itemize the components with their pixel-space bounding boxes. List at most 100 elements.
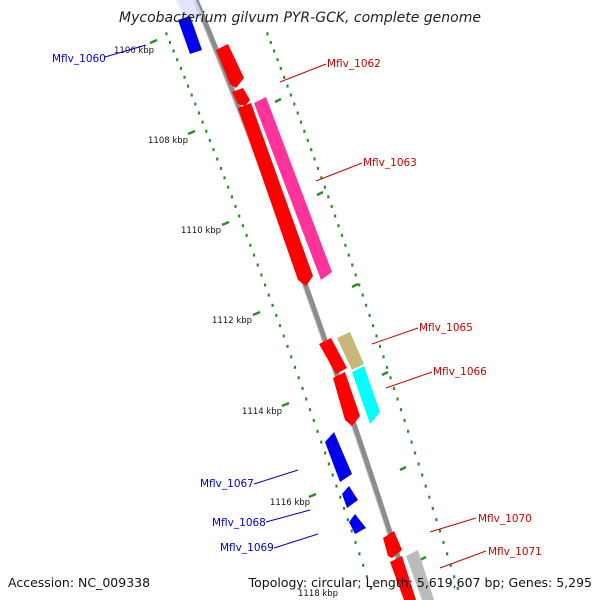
- scale-dot: [312, 418, 315, 422]
- scale-dot: [293, 102, 296, 106]
- scale-dot: [305, 397, 308, 401]
- scale-dot: [282, 334, 285, 338]
- tick-label-1108: 1108 kbp: [148, 136, 188, 146]
- scale-dot: [256, 263, 259, 267]
- scale-dot: [424, 484, 427, 488]
- scale-dot: [316, 429, 319, 433]
- gene-label-mflv-1065[interactable]: Mflv_1065: [419, 322, 473, 334]
- gene-label-mflv-1070[interactable]: Mflv_1070: [478, 513, 532, 525]
- scale-dot: [343, 506, 346, 510]
- gene-label-mflv-1062[interactable]: Mflv_1062: [327, 58, 381, 70]
- scale-dot: [299, 120, 303, 124]
- scale-dot: [238, 214, 241, 218]
- gene-label-mflv-1067[interactable]: Mflv_1067: [200, 478, 254, 490]
- scale-dot: [278, 324, 282, 328]
- scale-dot: [340, 233, 344, 237]
- tick-label-1110: 1110 kbp: [181, 226, 221, 236]
- scale-dot: [456, 586, 459, 590]
- gene-label-mflv-1068[interactable]: Mflv_1068: [212, 517, 266, 529]
- scale-dot: [358, 283, 361, 287]
- scale-dot: [264, 283, 267, 287]
- scale-dot: [286, 344, 289, 348]
- scale-dot: [324, 451, 327, 455]
- scale-dot: [219, 166, 222, 170]
- scale-dot: [187, 84, 190, 88]
- scale-dot: [403, 418, 406, 422]
- scale-dot: [372, 324, 375, 328]
- gene-mflv-1068[interactable]: [342, 486, 358, 508]
- scale-dot: [365, 303, 368, 307]
- scale-dot: [306, 138, 309, 142]
- scale-dot: [269, 40, 272, 44]
- scale-dot: [346, 518, 349, 522]
- scale-dot: [197, 111, 201, 115]
- scale-dot: [330, 204, 333, 208]
- gene-red-1064b[interactable]: [333, 372, 360, 426]
- gene-top-faded[interactable]: [176, 0, 204, 22]
- gene-label-mflv-1066[interactable]: Mflv_1066: [433, 366, 487, 378]
- gene-label-mflv-1060[interactable]: Mflv_1060: [52, 53, 106, 65]
- scale-dot: [369, 586, 372, 590]
- scale-dot: [378, 344, 382, 348]
- gene-red-1064[interactable]: [319, 338, 347, 374]
- left-major-ticks: [149, 38, 317, 499]
- scale-dot: [347, 253, 350, 257]
- scale-dot: [421, 473, 424, 477]
- scale-dot: [399, 408, 403, 412]
- scale-dot: [428, 495, 431, 499]
- scale-dot: [385, 365, 389, 369]
- scale-dot: [396, 397, 399, 401]
- gene-label-mflv-1063[interactable]: Mflv_1063: [363, 157, 417, 169]
- scale-dot: [358, 552, 361, 556]
- scale-dot: [271, 303, 274, 307]
- scale-dot: [245, 233, 248, 237]
- scale-dot: [205, 129, 208, 133]
- scale-dot: [320, 176, 323, 180]
- scale-dot: [368, 313, 371, 317]
- gene-red-long[interactable]: [238, 103, 313, 286]
- gene-mflv-1063[interactable]: [254, 97, 332, 280]
- scale-dot: [361, 293, 364, 297]
- gene-mflv-1065[interactable]: [337, 332, 364, 370]
- scale-dot: [301, 386, 304, 390]
- scale-dot: [279, 66, 282, 70]
- accession-text: Accession: NC_009338: [8, 575, 151, 590]
- gene-mflv-1071[interactable]: [390, 556, 416, 600]
- scale-dot: [362, 563, 365, 567]
- gene-mflv-1066[interactable]: [352, 366, 380, 424]
- gene-mflv-1060[interactable]: [178, 16, 202, 54]
- scale-dot: [344, 243, 347, 247]
- genome-summary-text: Topology: circular; Length: 5,619,607 bp…: [248, 575, 592, 590]
- scale-dot: [350, 529, 353, 533]
- scale-dot: [190, 93, 193, 97]
- scale-dot: [438, 529, 442, 533]
- gene-label-mflv-1071[interactable]: Mflv_1071: [488, 546, 542, 558]
- gene-mflv-1069[interactable]: [349, 514, 366, 534]
- scale-dot: [165, 32, 168, 36]
- tick-label-1118: 1118 kbp: [298, 589, 338, 599]
- scale-dot: [212, 148, 215, 152]
- scale-dot: [227, 185, 230, 189]
- scale-dot: [290, 355, 293, 359]
- gene-red-small[interactable]: [232, 88, 250, 106]
- scale-dot: [273, 49, 276, 53]
- scale-dot: [446, 552, 449, 556]
- scale-dot: [354, 273, 357, 277]
- scale-dot: [216, 157, 219, 161]
- right-scale-dots: [266, 32, 459, 590]
- gene-mflv-1070[interactable]: [383, 531, 402, 558]
- scale-dot: [323, 185, 326, 189]
- gene-grey[interactable]: [406, 550, 434, 600]
- tick-label-1106: 1106 kbp: [114, 46, 154, 56]
- gene-mflv-1067[interactable]: [325, 432, 352, 482]
- scale-dot: [431, 506, 434, 510]
- gene-red-1061[interactable]: [216, 44, 244, 88]
- scale-dot: [293, 365, 297, 369]
- scale-dot: [201, 120, 204, 124]
- gene-label-mflv-1069[interactable]: Mflv_1069: [220, 542, 274, 554]
- scale-dot: [283, 75, 286, 79]
- scale-dot: [337, 224, 340, 228]
- scale-dot: [230, 195, 233, 199]
- tick-label-1116: 1116 kbp: [270, 498, 310, 508]
